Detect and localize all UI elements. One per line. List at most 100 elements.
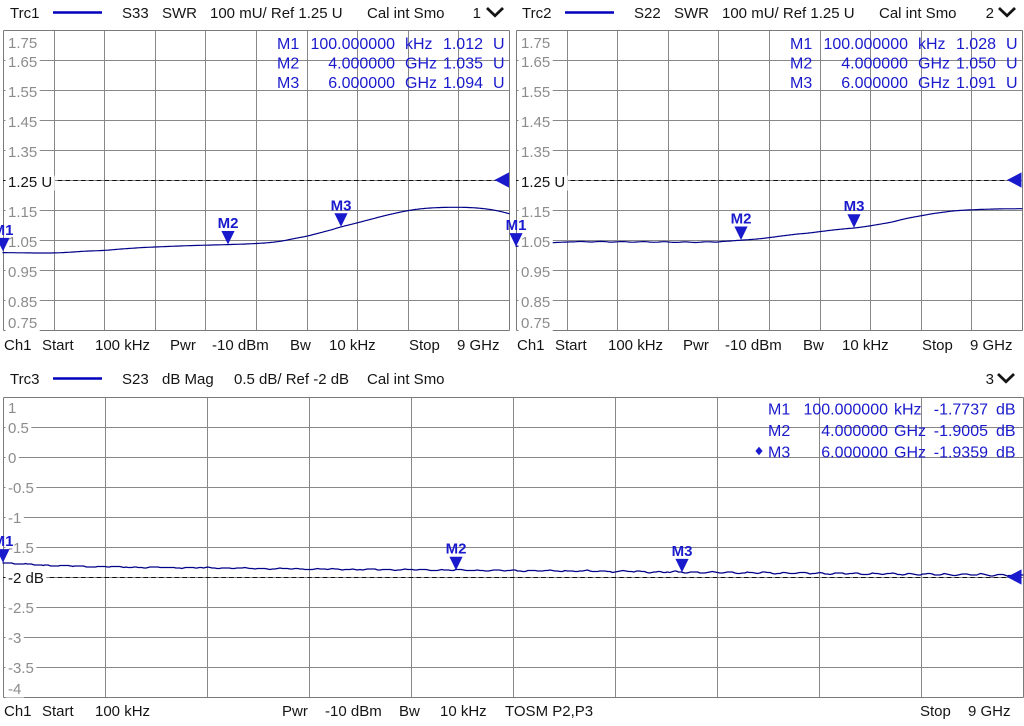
- svg-text:Start: Start: [42, 703, 75, 720]
- svg-text:9 GHz: 9 GHz: [968, 703, 1011, 720]
- svg-text:Cal int Smo: Cal int Smo: [367, 5, 445, 22]
- svg-text:M2: M2: [277, 56, 299, 73]
- svg-text:0.85: 0.85: [8, 294, 37, 311]
- svg-text:-1.9359: -1.9359: [934, 445, 988, 462]
- svg-text:M3: M3: [672, 543, 693, 560]
- svg-text:100.000000: 100.000000: [310, 36, 395, 53]
- svg-text:M1: M1: [0, 533, 13, 550]
- svg-text:3: 3: [986, 371, 994, 388]
- svg-text:1.25 U: 1.25 U: [521, 174, 565, 191]
- svg-text:kHz: kHz: [918, 36, 946, 53]
- svg-text:M1: M1: [768, 402, 790, 419]
- svg-text:1.45: 1.45: [521, 114, 550, 131]
- svg-text:10 kHz: 10 kHz: [329, 337, 376, 354]
- svg-text:SWR: SWR: [162, 5, 197, 22]
- svg-text:Trc1: Trc1: [10, 5, 39, 22]
- svg-text:kHz: kHz: [894, 402, 922, 419]
- svg-text:Bw: Bw: [803, 337, 824, 354]
- svg-text:4.000000: 4.000000: [821, 423, 888, 440]
- svg-text:M2: M2: [768, 423, 790, 440]
- svg-text:Trc2: Trc2: [522, 5, 551, 22]
- svg-text:1.05: 1.05: [8, 234, 37, 251]
- svg-text:1.55: 1.55: [521, 84, 550, 101]
- svg-text:GHz: GHz: [918, 75, 950, 92]
- svg-text:-2.5: -2.5: [8, 600, 34, 617]
- svg-text:U: U: [1006, 36, 1018, 53]
- svg-text:GHz: GHz: [918, 56, 950, 73]
- svg-text:0.95: 0.95: [8, 264, 37, 281]
- svg-text:100.000000: 100.000000: [823, 36, 908, 53]
- svg-text:Cal int Smo: Cal int Smo: [367, 371, 445, 388]
- svg-text:Ch1: Ch1: [4, 703, 32, 720]
- svg-text:dB: dB: [996, 402, 1016, 419]
- svg-text:U: U: [1006, 75, 1018, 92]
- svg-text:1.035: 1.035: [443, 56, 483, 73]
- svg-text:1.15: 1.15: [521, 204, 550, 221]
- svg-text:dB Mag: dB Mag: [162, 371, 214, 388]
- svg-text:Stop: Stop: [920, 703, 951, 720]
- svg-text:100 mU/ Ref 1.25 U: 100 mU/ Ref 1.25 U: [722, 5, 855, 22]
- svg-text:100 mU/ Ref 1.25 U: 100 mU/ Ref 1.25 U: [210, 5, 343, 22]
- svg-text:M3: M3: [768, 445, 790, 462]
- svg-text:Bw: Bw: [290, 337, 311, 354]
- svg-text:2: 2: [986, 5, 994, 22]
- svg-text:M1: M1: [0, 222, 13, 239]
- svg-text:1: 1: [473, 5, 481, 22]
- svg-text:Pwr: Pwr: [170, 337, 196, 354]
- svg-text:100 kHz: 100 kHz: [95, 703, 150, 720]
- svg-text:9 GHz: 9 GHz: [970, 337, 1013, 354]
- svg-text:U: U: [493, 75, 505, 92]
- svg-text:1.050: 1.050: [956, 56, 996, 73]
- svg-text:Cal int Smo: Cal int Smo: [879, 5, 957, 22]
- svg-text:M2: M2: [731, 211, 752, 228]
- svg-text:9 GHz: 9 GHz: [457, 337, 500, 354]
- svg-text:-3: -3: [8, 630, 21, 647]
- svg-text:M3: M3: [331, 197, 352, 214]
- svg-text:-10 dBm: -10 dBm: [212, 337, 269, 354]
- svg-text:10 kHz: 10 kHz: [842, 337, 889, 354]
- svg-text:Pwr: Pwr: [282, 703, 308, 720]
- svg-text:1.65: 1.65: [521, 54, 550, 71]
- svg-text:M1: M1: [790, 36, 812, 53]
- svg-text:U: U: [493, 36, 505, 53]
- svg-text:6.000000: 6.000000: [328, 75, 395, 92]
- svg-text:100 kHz: 100 kHz: [608, 337, 663, 354]
- svg-text:1.05: 1.05: [521, 234, 550, 251]
- svg-text:1.75: 1.75: [521, 35, 550, 52]
- svg-text:M2: M2: [790, 56, 812, 73]
- svg-text:1.094: 1.094: [443, 75, 483, 92]
- svg-text:Ch1: Ch1: [4, 337, 32, 354]
- svg-text:GHz: GHz: [405, 75, 437, 92]
- svg-text:1.35: 1.35: [521, 144, 550, 161]
- svg-text:1.012: 1.012: [443, 36, 483, 53]
- svg-text:kHz: kHz: [405, 36, 433, 53]
- svg-text:0.5: 0.5: [8, 420, 29, 437]
- svg-text:1.65: 1.65: [8, 54, 37, 71]
- svg-text:Ch1: Ch1: [517, 337, 545, 354]
- svg-text:-1.7737: -1.7737: [934, 402, 988, 419]
- svg-text:-0.5: -0.5: [8, 480, 34, 497]
- svg-text:1.45: 1.45: [8, 114, 37, 131]
- svg-text:0: 0: [8, 450, 16, 467]
- svg-text:100.000000: 100.000000: [803, 402, 888, 419]
- svg-text:1.091: 1.091: [956, 75, 996, 92]
- svg-text:Start: Start: [42, 337, 75, 354]
- svg-text:100 kHz: 100 kHz: [95, 337, 150, 354]
- svg-text:M3: M3: [790, 75, 812, 92]
- svg-text:Stop: Stop: [409, 337, 440, 354]
- svg-text:M2: M2: [446, 541, 467, 558]
- svg-text:6.000000: 6.000000: [821, 445, 888, 462]
- svg-text:-1.5: -1.5: [8, 540, 34, 557]
- svg-text:-10 dBm: -10 dBm: [325, 703, 382, 720]
- svg-text:Start: Start: [555, 337, 588, 354]
- svg-text:-3.5: -3.5: [8, 660, 34, 677]
- svg-text:0.85: 0.85: [521, 294, 550, 311]
- svg-text:M3: M3: [277, 75, 299, 92]
- svg-text:GHz: GHz: [894, 423, 926, 440]
- svg-text:S23: S23: [122, 371, 149, 388]
- svg-text:-10 dBm: -10 dBm: [725, 337, 782, 354]
- svg-text:-1.9005: -1.9005: [934, 423, 988, 440]
- svg-text:dB: dB: [996, 445, 1016, 462]
- svg-text:S33: S33: [122, 5, 149, 22]
- svg-text:0.95: 0.95: [521, 264, 550, 281]
